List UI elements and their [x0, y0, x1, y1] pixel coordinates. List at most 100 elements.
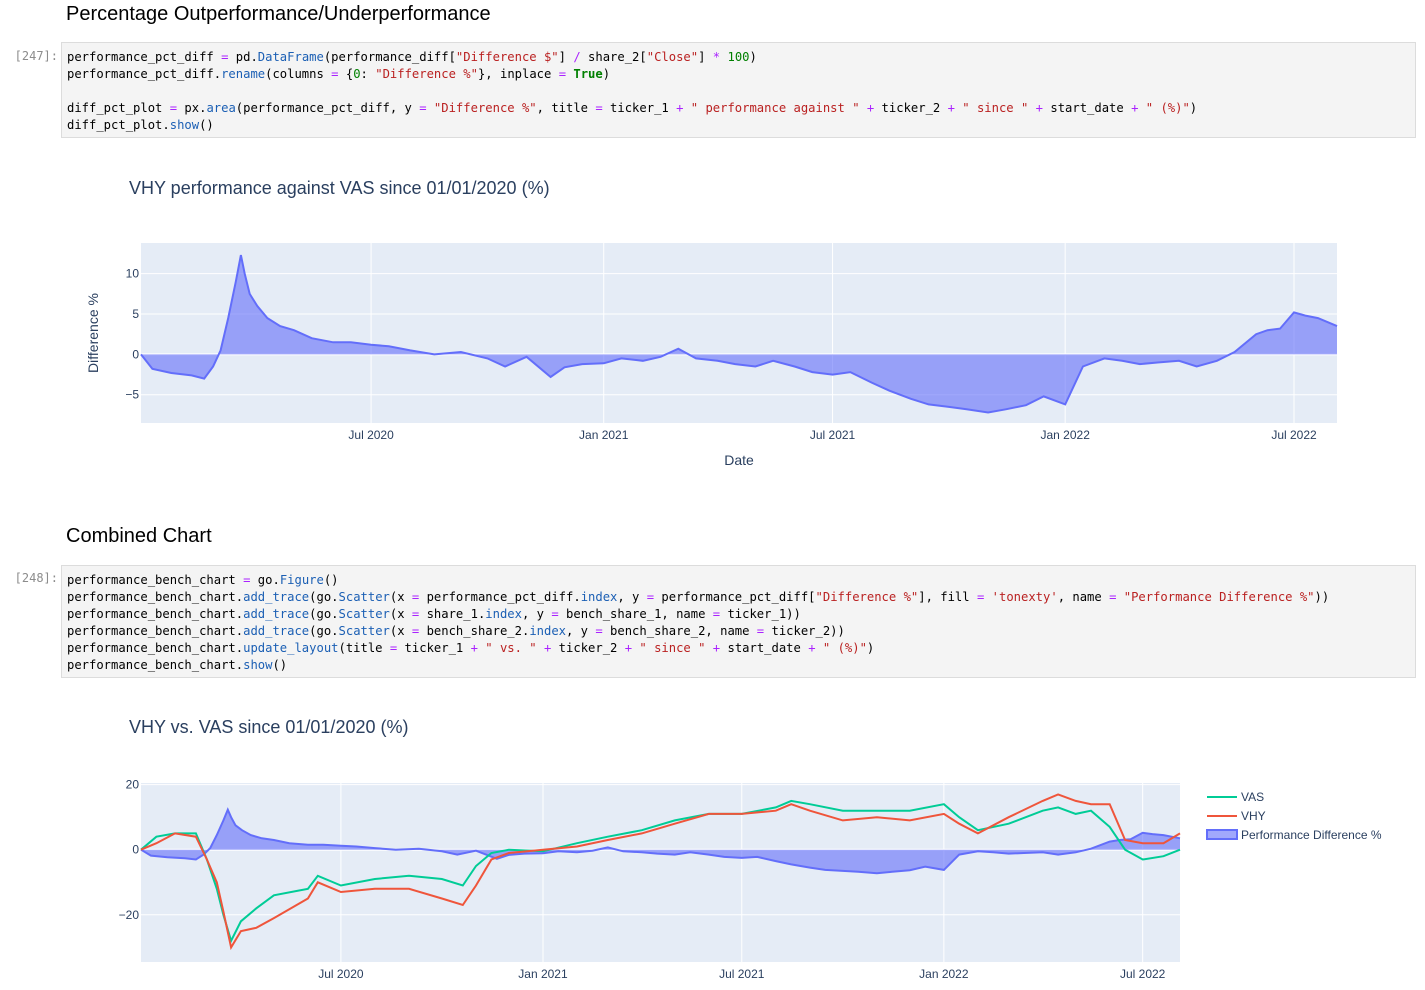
area-series	[140, 254, 1338, 414]
code-token: (performance_diff[	[323, 50, 456, 64]
code-line: performance_pct_diff.rename(columns = {0…	[67, 66, 1410, 83]
code-token: =	[411, 590, 420, 604]
y-axis-ticks: 20 0 −20	[119, 778, 140, 922]
code-token: ]	[558, 50, 574, 64]
code-token: index	[485, 607, 522, 621]
plot-background	[141, 243, 1337, 423]
code-token: =	[1109, 590, 1117, 604]
area-fill	[141, 255, 1337, 413]
code-line: performance_bench_chart.add_trace(go.Sca…	[67, 589, 1410, 606]
code-token: add_trace	[243, 590, 310, 604]
code-token: )	[1189, 101, 1198, 115]
code-token: " since "	[962, 101, 1029, 115]
code-token: +	[544, 641, 552, 655]
code-cell-247[interactable]: performance_pct_diff = pd.DataFrame(perf…	[61, 42, 1416, 138]
code-token: performance_pct_diff	[67, 50, 222, 64]
code-token: =	[411, 607, 420, 621]
code-token	[537, 641, 544, 655]
code-token: =	[595, 101, 603, 115]
combined-line-chart: VHY vs. VAS since 01/01/2020 (%) Jul 202…	[119, 717, 1382, 981]
legend-item[interactable]: VAS	[1207, 790, 1264, 804]
code-token: +	[470, 641, 478, 655]
x-tick-label: Jan 2021	[579, 428, 629, 442]
legend-item[interactable]: Performance Difference %	[1206, 828, 1382, 842]
code-token: " (%)"	[1145, 101, 1190, 115]
code-token: start_date	[720, 641, 809, 655]
code-token: =	[419, 101, 427, 115]
code-token: " (%)"	[822, 641, 867, 655]
code-token: +	[676, 101, 684, 115]
legend[interactable]: VAS VHY Performance Difference %	[1206, 790, 1382, 842]
series-group	[140, 793, 1181, 951]
y-tick-label: −20	[119, 908, 140, 922]
area-line	[140, 254, 1338, 414]
code-token: =	[712, 607, 721, 621]
code-token: performance_pct_diff.	[419, 590, 581, 604]
code-token: performance_pct_diff[	[654, 590, 816, 604]
code-token	[816, 641, 823, 655]
code-token: "Performance Difference %"	[1123, 590, 1315, 604]
code-token: Scatter	[338, 607, 390, 621]
area-chart-difference: VHY performance against VAS since 01/01/…	[85, 178, 1338, 468]
code-token: =	[756, 624, 765, 638]
code-token: performance_pct_diff.	[67, 67, 222, 81]
cell-prompt-247: [247]:	[14, 49, 58, 63]
code-token: (go.	[309, 607, 339, 621]
code-token: bench_share_1, name	[558, 607, 713, 621]
code-token: (columns	[265, 67, 332, 81]
code-token: +	[624, 641, 633, 655]
legend-label: Performance Difference %	[1241, 828, 1382, 842]
x-tick-label: Jul 2021	[719, 967, 765, 981]
section-heading-percentage: Percentage Outperformance/Underperforman…	[66, 3, 491, 25]
code-token: True	[573, 67, 603, 81]
code-token: share_1.	[419, 607, 486, 621]
code-token: (performance_pct_diff, y	[235, 101, 420, 115]
code-token: diff_pct_plot.	[67, 118, 170, 132]
code-token: ()	[272, 658, 288, 672]
code-token: "Close"	[646, 50, 699, 64]
code-line: diff_pct_plot.show()	[67, 117, 1410, 134]
y-tick-label: 5	[132, 307, 139, 321]
code-token	[1028, 101, 1035, 115]
code-token: , name	[1057, 590, 1110, 604]
section-heading-combined: Combined Chart	[66, 525, 212, 547]
x-tick-label: Jan 2022	[919, 967, 969, 981]
chart-title: VHY vs. VAS since 01/01/2020 (%)	[129, 717, 408, 737]
code-token: " vs. "	[485, 641, 537, 655]
legend-label: VHY	[1241, 809, 1266, 823]
code-token: performance_bench_chart.	[67, 607, 244, 621]
code-token: , y	[521, 607, 552, 621]
code-token: add_trace	[243, 607, 310, 621]
code-token	[427, 101, 434, 115]
code-token: performance_bench_chart.	[67, 590, 244, 604]
code-token: Figure	[279, 573, 324, 587]
code-token: performance_bench_chart.	[67, 624, 244, 638]
code-line: diff_pct_plot = px.area(performance_pct_…	[67, 100, 1410, 117]
y-tick-label: 0	[132, 347, 139, 361]
code-cell-248[interactable]: performance_bench_chart = go.Figure() per…	[61, 565, 1416, 678]
code-token: ]	[698, 50, 713, 64]
code-line: performance_bench_chart.update_layout(ti…	[67, 640, 1410, 657]
code-token: Scatter	[338, 590, 390, 604]
code-token: ticker_2	[551, 641, 625, 655]
code-token: go.	[250, 573, 280, 587]
y-axis-ticks: 10 5 0 −5	[125, 267, 139, 402]
legend-swatch	[1206, 829, 1238, 840]
legend-item[interactable]: VHY	[1207, 809, 1266, 823]
code-token: performance_bench_chart	[67, 573, 244, 587]
code-token	[984, 590, 991, 604]
code-token: DataFrame	[257, 50, 324, 64]
code-token: {	[338, 67, 354, 81]
chart-title: VHY performance against VAS since 01/01/…	[129, 178, 550, 198]
code-token: "Difference $"	[455, 50, 559, 64]
code-token: }, inplace	[477, 67, 559, 81]
x-tick-label: Jul 2020	[348, 428, 394, 442]
difference-line	[140, 807, 1181, 875]
code-token: ticker_1	[397, 641, 471, 655]
code-token: performance_bench_chart.	[67, 658, 244, 672]
code-token: (go.	[309, 590, 339, 604]
code-token: (x	[389, 590, 412, 604]
x-tick-label: Jan 2022	[1040, 428, 1090, 442]
code-token: (x	[389, 607, 412, 621]
code-token: index	[529, 624, 566, 638]
